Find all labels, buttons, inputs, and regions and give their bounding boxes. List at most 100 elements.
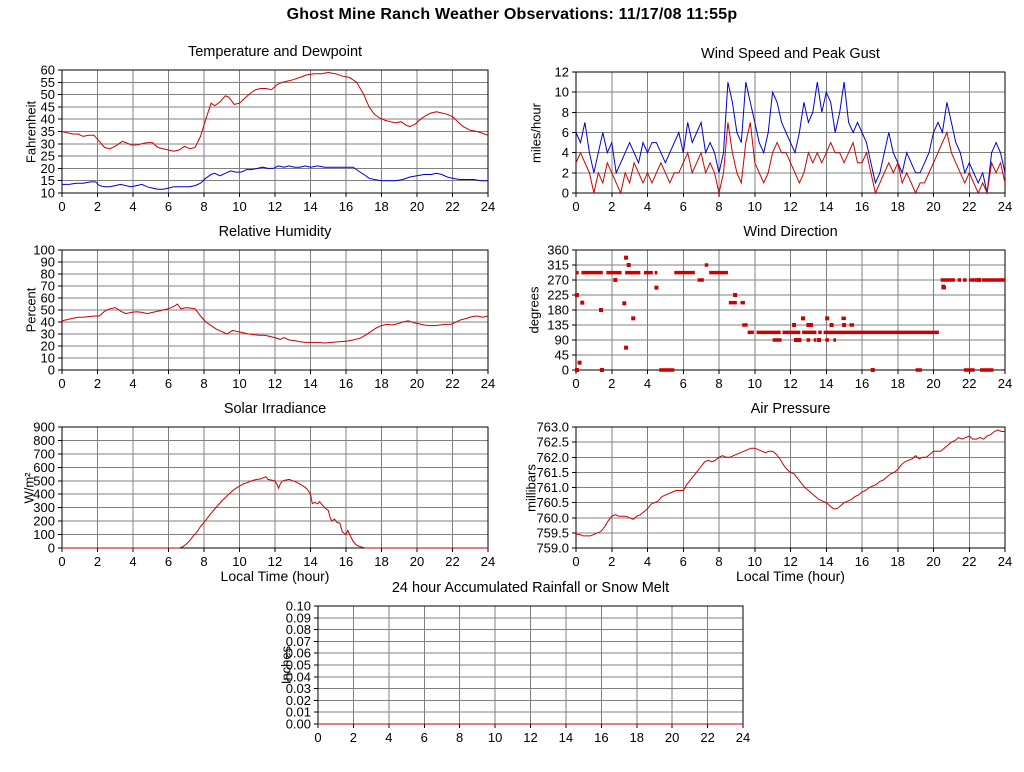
- svg-text:500: 500: [33, 473, 55, 488]
- svg-text:14: 14: [819, 199, 833, 214]
- peak-gust-series: [575, 81, 1006, 194]
- svg-text:4: 4: [644, 376, 651, 391]
- svg-text:22: 22: [962, 554, 976, 569]
- plot-area: 0 2 4 6 8 10 12 14 16 18 20 22 24 0 2 4 6 8 10 12: [520, 65, 1017, 228]
- tick-labels: 0 2 4 6 8 10 12 14 16 18 20 22 240459013518022527031…: [547, 243, 1012, 392]
- svg-text:22: 22: [445, 376, 459, 391]
- svg-text:0.01: 0.01: [286, 705, 311, 720]
- chart-title: Wind Direction: [743, 224, 838, 240]
- svg-text:24: 24: [736, 730, 750, 745]
- svg-text:759.0: 759.0: [536, 541, 569, 556]
- chart-title: Temperature and Dewpoint: [187, 44, 363, 60]
- plot-area: 0 2 4 6 8 10 12 14 16 18 20 22 24 10 15 20 25 30 35 40 45 50 5…: [14, 63, 500, 228]
- svg-text:4: 4: [385, 730, 392, 745]
- svg-text:14: 14: [559, 730, 573, 745]
- grid-lines: [576, 72, 1005, 193]
- wind-speed-series: [575, 122, 1006, 195]
- svg-text:2: 2: [562, 165, 569, 180]
- plot-area: 0 2 4 6 8 10 12 14 16 18 20 22 24 759.0 759.5 760.0 760.…: [520, 420, 1017, 583]
- svg-text:16: 16: [855, 376, 869, 391]
- svg-text:18: 18: [630, 730, 644, 745]
- svg-text:6: 6: [165, 199, 172, 214]
- svg-text:70: 70: [41, 279, 55, 294]
- svg-text:8: 8: [715, 199, 722, 214]
- svg-text:0: 0: [314, 730, 321, 745]
- svg-text:763.0: 763.0: [536, 421, 569, 435]
- svg-text:760.5: 760.5: [536, 495, 569, 510]
- grid-lines: [62, 70, 488, 193]
- svg-text:8: 8: [200, 199, 207, 214]
- svg-text:24: 24: [481, 554, 495, 569]
- svg-text:24: 24: [481, 199, 495, 214]
- svg-text:16: 16: [855, 554, 869, 569]
- page-title: Ghost Mine Ranch Weather Observations: 1…: [286, 6, 738, 23]
- svg-text:55: 55: [41, 75, 55, 90]
- svg-text:20: 20: [926, 554, 940, 569]
- chart-svg: 0 2 4 6 8 10 12 14 16 18 20 22 241015202530354045505…: [41, 63, 496, 215]
- svg-text:45: 45: [555, 348, 569, 363]
- svg-text:6: 6: [680, 199, 687, 214]
- axes-frame: [58, 69, 489, 197]
- x-axis-label: Local Time (hour): [736, 568, 845, 584]
- tick-labels: 0 2 4 6 8 10 12 14 16 18 20 22 240100200300400500600…: [33, 420, 495, 570]
- svg-text:6: 6: [680, 376, 687, 391]
- svg-text:100: 100: [33, 527, 55, 542]
- svg-text:2: 2: [94, 554, 101, 569]
- svg-text:10: 10: [748, 199, 762, 214]
- relative-humidity-chart: Relative Humidity Percent 0 2 4 6 8 10 12 14 16 1…: [14, 222, 500, 418]
- svg-text:800: 800: [33, 433, 55, 448]
- svg-text:22: 22: [445, 199, 459, 214]
- air-pressure-chart: Air Pressure millibars 0 2 4 6 8 10 12 14 16 18 20…: [520, 399, 1017, 596]
- svg-text:50: 50: [41, 87, 55, 102]
- svg-text:0: 0: [562, 363, 569, 378]
- svg-text:2: 2: [94, 199, 101, 214]
- svg-text:759.5: 759.5: [536, 525, 569, 540]
- axes-frame: [314, 605, 744, 728]
- chart-title: Wind Speed and Peak Gust: [701, 46, 880, 62]
- svg-text:15: 15: [41, 173, 55, 188]
- svg-text:10: 10: [488, 730, 502, 745]
- svg-text:60: 60: [41, 64, 55, 78]
- svg-text:0.03: 0.03: [286, 681, 311, 696]
- svg-text:0.10: 0.10: [286, 600, 311, 614]
- svg-text:135: 135: [547, 318, 569, 333]
- svg-text:315: 315: [547, 258, 569, 273]
- wind-direction-chart: Wind Direction degrees 0 2 4 6 8 10 12 14 16 18 20…: [520, 222, 1017, 418]
- svg-text:762.5: 762.5: [536, 435, 569, 450]
- svg-text:8: 8: [715, 376, 722, 391]
- svg-text:0: 0: [572, 376, 579, 391]
- svg-text:20: 20: [41, 339, 55, 354]
- svg-text:400: 400: [33, 487, 55, 502]
- svg-text:18: 18: [891, 554, 905, 569]
- svg-text:14: 14: [303, 199, 317, 214]
- svg-text:16: 16: [594, 730, 608, 745]
- grid-lines: [62, 427, 488, 548]
- wind-direction-series: [574, 255, 1005, 372]
- dewpoint-series: [62, 165, 488, 190]
- svg-text:200: 200: [33, 514, 55, 529]
- svg-text:900: 900: [33, 421, 55, 435]
- svg-text:225: 225: [547, 288, 569, 303]
- svg-text:20: 20: [41, 161, 55, 176]
- svg-text:18: 18: [891, 199, 905, 214]
- svg-text:8: 8: [456, 730, 463, 745]
- svg-text:6: 6: [421, 730, 428, 745]
- svg-text:10: 10: [232, 554, 246, 569]
- axes-frame: [572, 426, 1006, 552]
- chart-svg: 0 2 4 6 8 10 12 14 16 18 20 22 240.000.010.020.030.0…: [286, 599, 751, 746]
- svg-text:22: 22: [700, 730, 714, 745]
- chart-svg: 0 2 4 6 8 10 12 14 16 18 20 22 240102030405060708090…: [33, 243, 495, 392]
- plot-area: 0 2 4 6 8 10 12 14 16 18 20 22 24 0.00 0.01 0.02 0.03 0.0…: [272, 599, 755, 759]
- temperature-series: [61, 71, 489, 152]
- svg-text:0.02: 0.02: [286, 693, 311, 708]
- svg-text:180: 180: [547, 303, 569, 318]
- svg-text:12: 12: [268, 199, 282, 214]
- svg-text:30: 30: [41, 327, 55, 342]
- svg-text:0: 0: [572, 554, 579, 569]
- svg-text:6: 6: [562, 125, 569, 140]
- svg-text:0: 0: [58, 554, 65, 569]
- svg-text:4: 4: [129, 199, 136, 214]
- svg-text:270: 270: [547, 273, 569, 288]
